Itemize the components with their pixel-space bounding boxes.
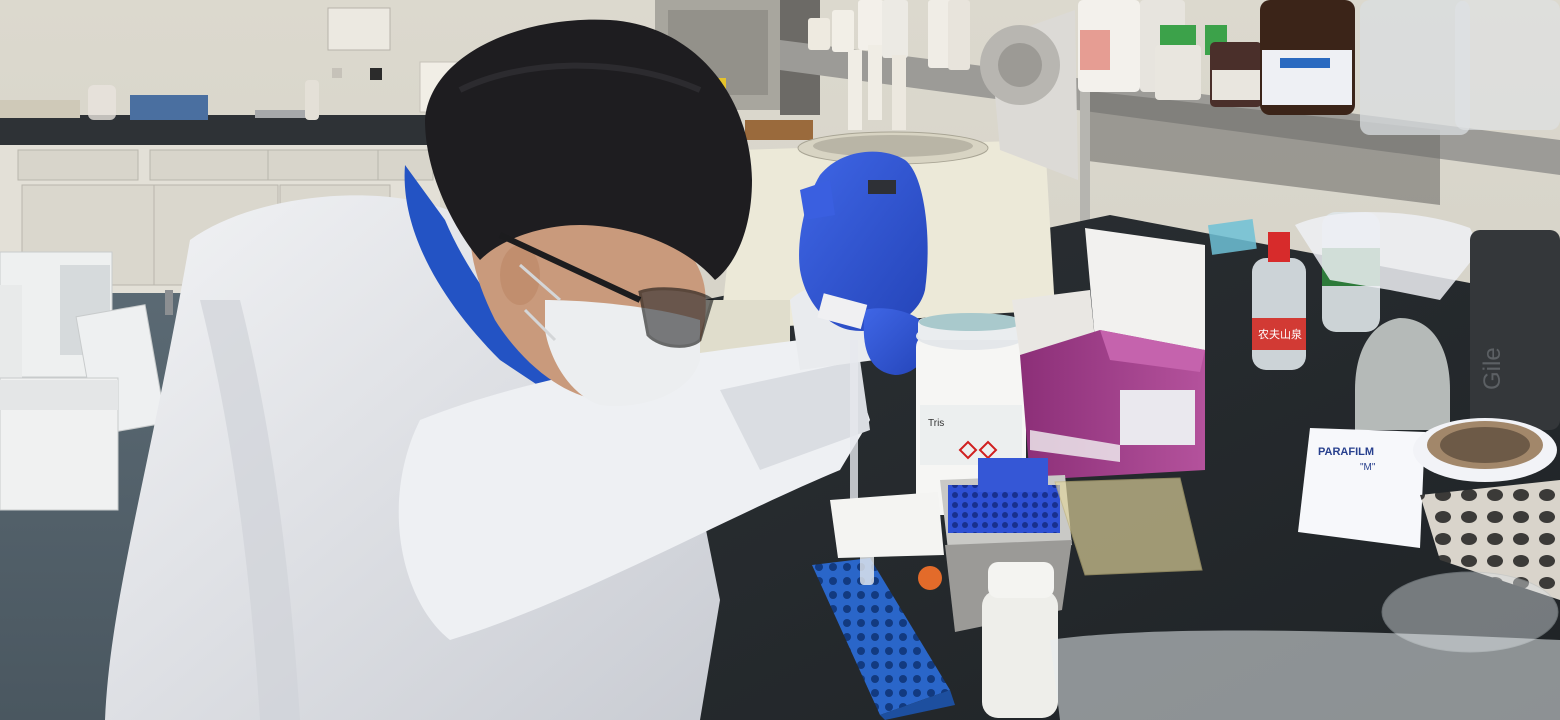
parafilm-roll: PARAFILM "M" [1298,418,1557,548]
pipette-hand [799,151,930,550]
blue-mask [1207,218,1257,255]
parafilm-label: PARAFILM [1318,446,1374,458]
parafilm-m: "M" [1360,462,1376,473]
corner-text: Gile [1479,347,1506,390]
small-bottle [982,562,1058,718]
person [105,19,875,720]
pipette-stand [848,45,906,130]
foam-boxes [0,251,167,511]
tip-box-lid [1054,477,1203,576]
dark-bottle [1470,230,1560,430]
pipette-icon [850,340,858,550]
paper-sheet [830,492,944,558]
reagent-shelf [780,0,1560,290]
wash-bottle [1355,318,1450,430]
plate-rack [1420,480,1560,600]
jar-label: Tris [928,418,944,429]
water-label: 农夫山泉 [1258,327,1302,341]
cloth [1295,212,1480,300]
plastic-bag [1050,630,1560,720]
kit-box [1012,228,1205,480]
reagent-jar: Tris [916,313,1026,515]
